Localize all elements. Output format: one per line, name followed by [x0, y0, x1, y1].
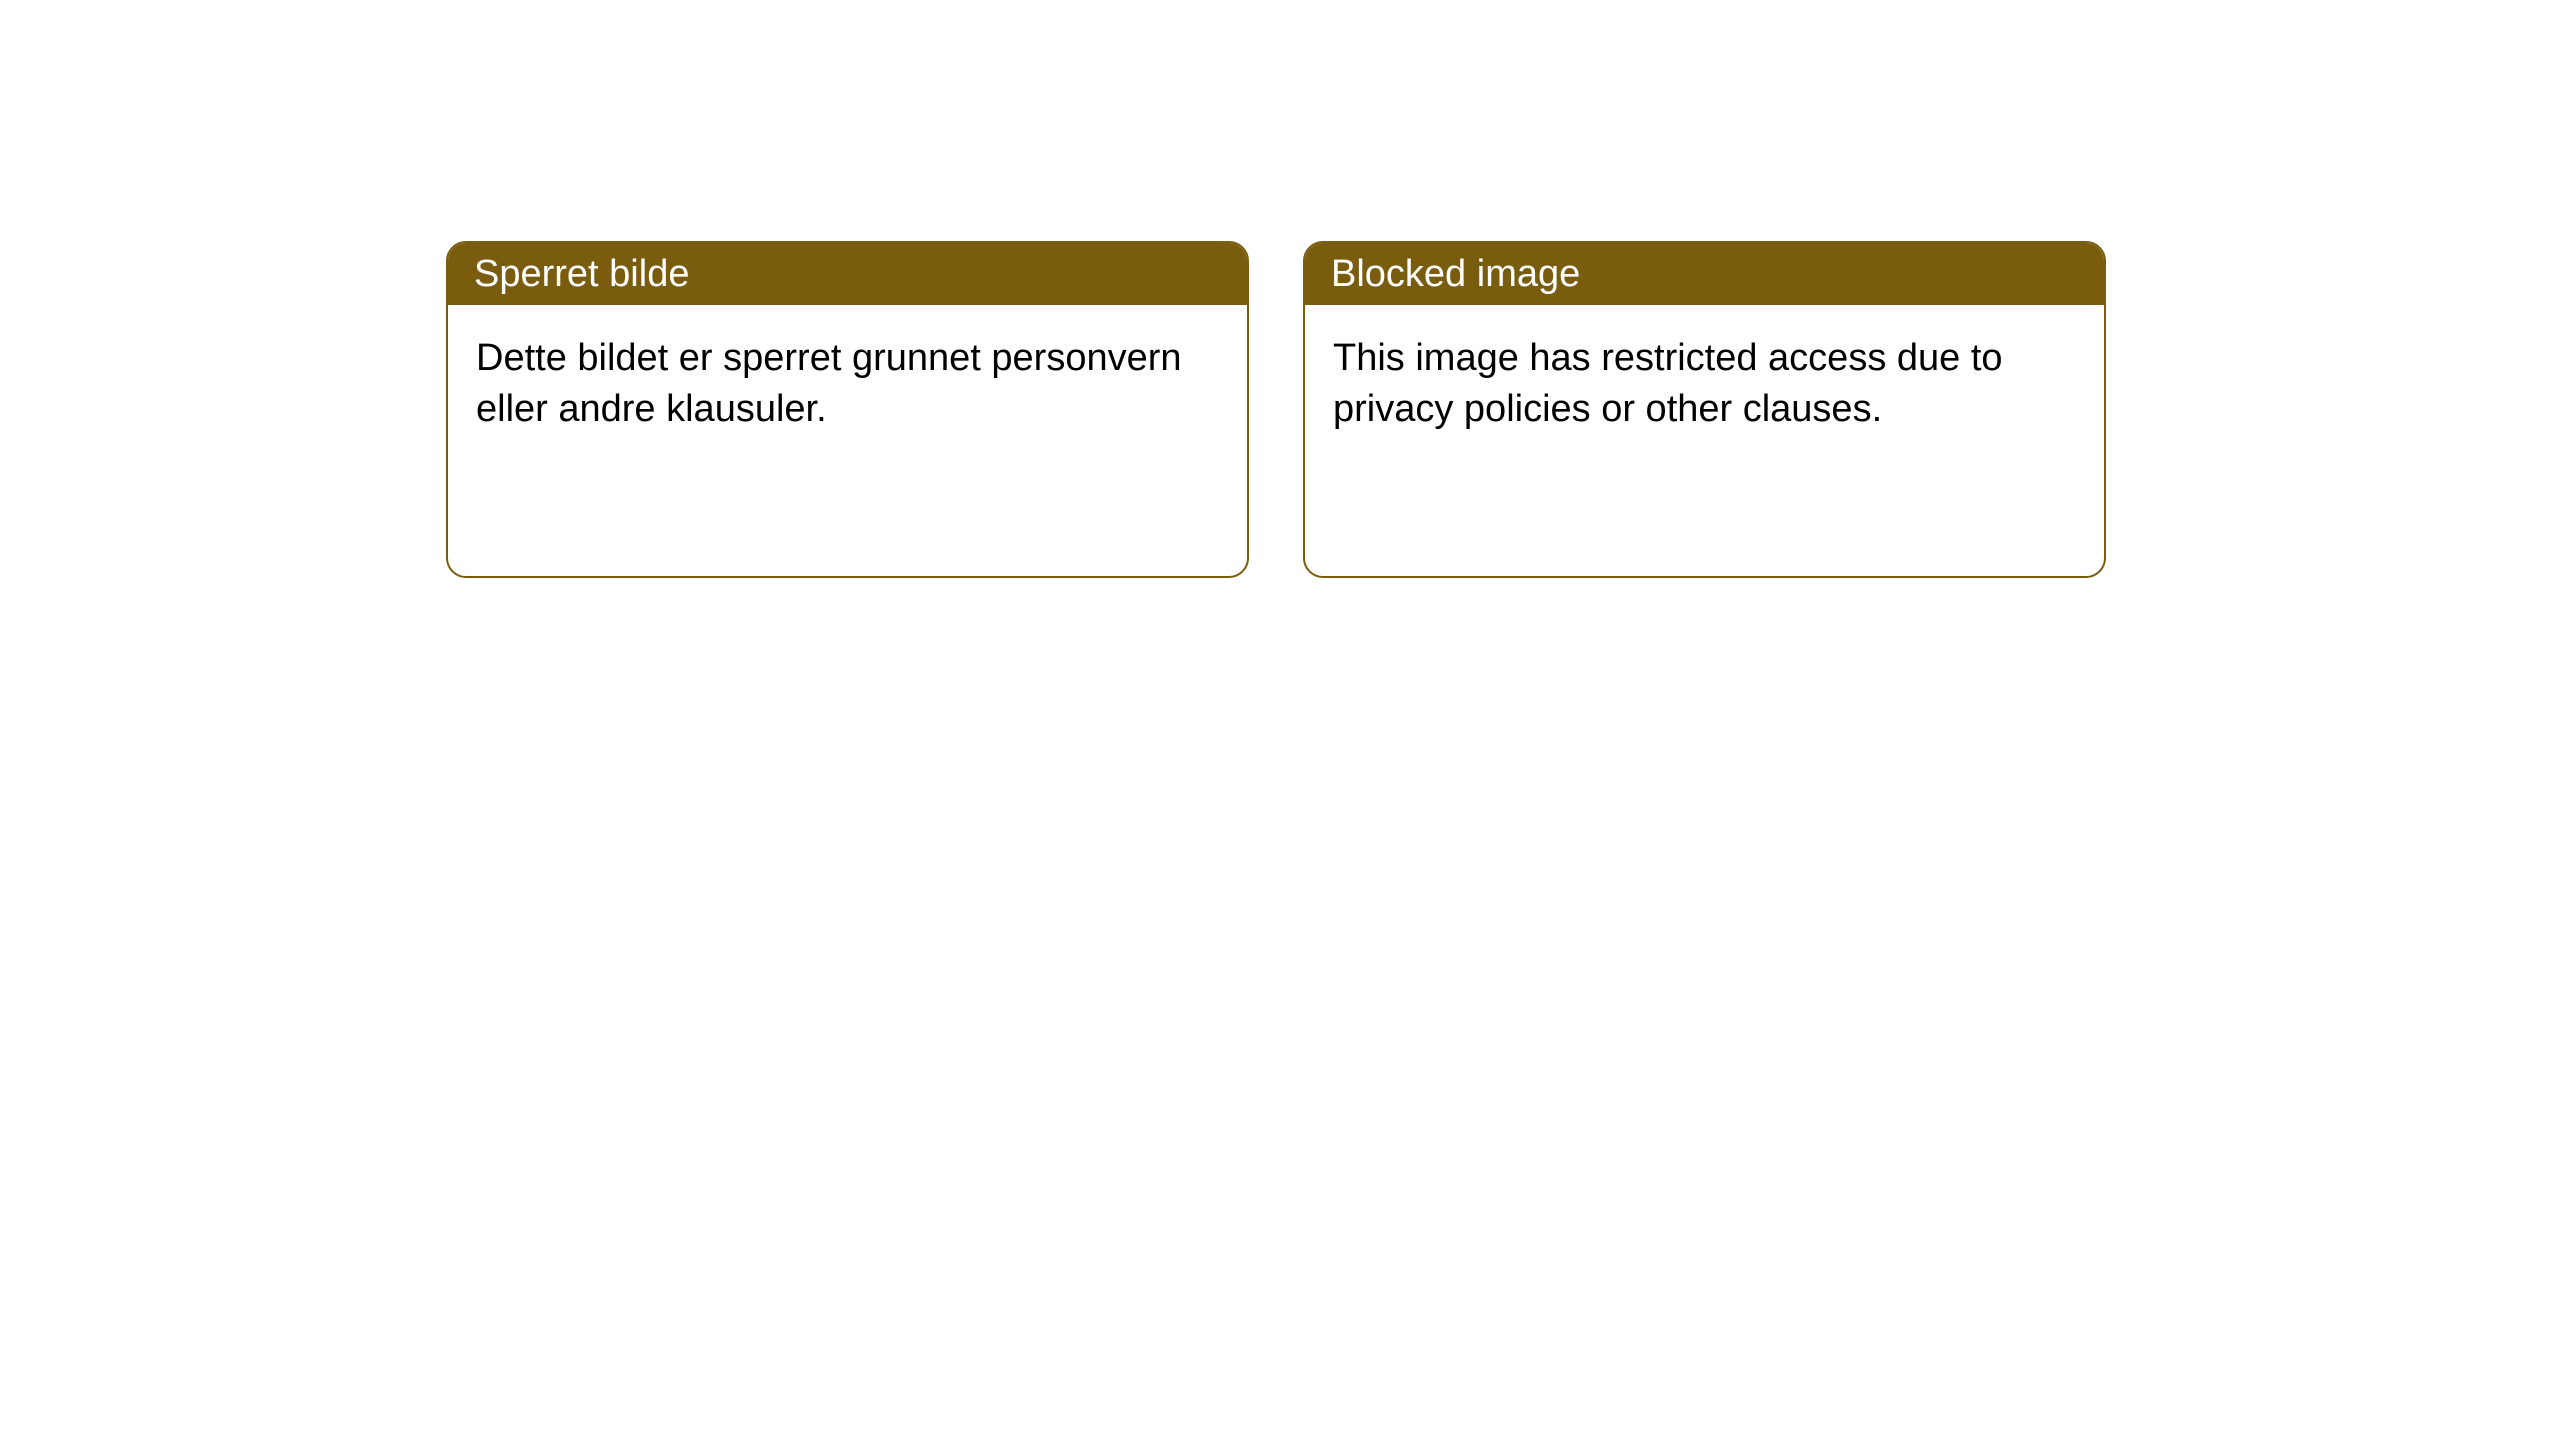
notice-title: Sperret bilde — [474, 253, 689, 296]
notice-header: Blocked image — [1305, 243, 2104, 305]
notice-container: Sperret bilde Dette bildet er sperret gr… — [0, 0, 2560, 578]
notice-title: Blocked image — [1331, 253, 1580, 296]
notice-body: Dette bildet er sperret grunnet personve… — [448, 305, 1247, 464]
notice-body-text: Dette bildet er sperret grunnet personve… — [476, 337, 1182, 430]
notice-body-text: This image has restricted access due to … — [1333, 337, 2003, 430]
notice-card-norwegian: Sperret bilde Dette bildet er sperret gr… — [446, 241, 1249, 578]
notice-body: This image has restricted access due to … — [1305, 305, 2104, 464]
notice-card-english: Blocked image This image has restricted … — [1303, 241, 2106, 578]
notice-header: Sperret bilde — [448, 243, 1247, 305]
